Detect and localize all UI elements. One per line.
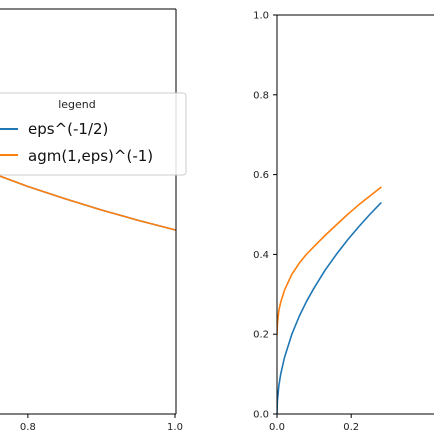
x-tick-label-0-1: 1.0: [167, 422, 183, 433]
series-line-1-agm-1-eps: [277, 186, 382, 335]
y-tick-label-1-0: 0.0: [253, 410, 269, 421]
right-plot: 0.0 0.2 0.0 0.2 0.4 0.6 0.8 1.0: [253, 11, 434, 433]
legend-box: legend eps^(-1/2) agm(1,eps)^(-1): [0, 92, 187, 176]
series-line-0-agm-1-eps-1: [0, 175, 176, 231]
series-line-1-eps-1-2: [277, 202, 382, 414]
legend-label-agm: agm(1,eps)^(-1): [28, 147, 153, 165]
x-tick-label-0-0: 0.8: [20, 422, 36, 433]
left-plot: 0.8 1.0 legend eps^(-1/2) agm(1,eps)^(-1): [0, 8, 187, 433]
x-tick-label-1-1: 0.2: [343, 422, 359, 433]
legend-title: legend: [58, 98, 96, 111]
y-tick-label-1-5: 1.0: [253, 11, 269, 22]
y-tick-label-1-4: 0.8: [253, 90, 269, 101]
x-tick-label-1-0: 0.0: [269, 422, 285, 433]
y-tick-label-1-3: 0.6: [253, 170, 269, 181]
y-tick-label-1-2: 0.4: [253, 250, 269, 261]
legend-label-eps: eps^(-1/2): [28, 120, 108, 138]
y-tick-label-1-1: 0.2: [253, 330, 269, 341]
